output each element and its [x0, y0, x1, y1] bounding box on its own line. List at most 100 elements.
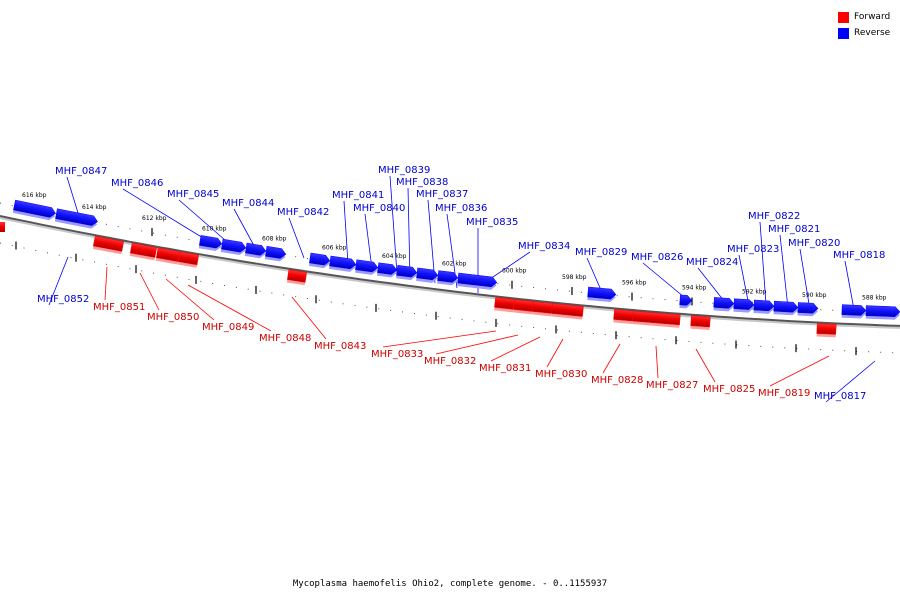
- gene-mhf-0845[interactable]: [220, 238, 247, 256]
- gene-mhf-0849[interactable]: [155, 247, 180, 265]
- gene-label[interactable]: MHF_0830: [535, 369, 587, 380]
- gene-label[interactable]: MHF_0818: [833, 250, 885, 261]
- gene-label[interactable]: MHF_0828: [591, 375, 643, 386]
- gene-mhf-0822[interactable]: [753, 299, 775, 314]
- gene-mhf-0847[interactable]: [54, 208, 99, 230]
- gene-label[interactable]: MHF_0826: [631, 252, 683, 263]
- gene-mhf-0818[interactable]: [841, 304, 867, 319]
- gene-mhf-0851[interactable]: [92, 235, 124, 255]
- gene-mhf-0837[interactable]: [396, 265, 418, 281]
- gene-mhf-0842[interactable]: [264, 245, 287, 262]
- gene-mhf-0844[interactable]: [244, 242, 267, 259]
- gene-mhf-0819[interactable]: [816, 323, 837, 338]
- gene-arrow[interactable]: [55, 208, 98, 227]
- gene-mhf-0841[interactable]: [308, 252, 331, 269]
- gene-mhf-0848[interactable]: [177, 251, 200, 268]
- gene-arrow[interactable]: [177, 251, 200, 266]
- gene-label[interactable]: MHF_0837: [416, 189, 468, 200]
- gene-label[interactable]: MHF_0840: [353, 203, 405, 214]
- gene-label[interactable]: MHF_0849: [202, 322, 254, 333]
- gene-arrow[interactable]: [377, 262, 398, 275]
- gene-label[interactable]: MHF_0821: [768, 224, 820, 235]
- gene-arrow[interactable]: [753, 299, 775, 312]
- gene-label[interactable]: MHF_0817: [814, 391, 866, 402]
- gene-arrow[interactable]: [632, 310, 681, 326]
- gene-label[interactable]: MHF_0846: [111, 178, 163, 189]
- gene-arrow[interactable]: [865, 305, 900, 317]
- gene-label[interactable]: MHF_0841: [332, 190, 384, 201]
- gene-mhf-0829[interactable]: [587, 286, 617, 303]
- gene-mhf-0840[interactable]: [328, 255, 357, 273]
- gene-label[interactable]: MHF_0819: [758, 388, 810, 399]
- gene-mhf-0824[interactable]: [713, 297, 735, 312]
- gene-mhf-0823[interactable]: [733, 298, 755, 313]
- gene-label[interactable]: MHF_0835: [466, 217, 518, 228]
- gene-arrow[interactable]: [309, 252, 331, 266]
- gene-arrow[interactable]: [329, 255, 357, 270]
- gene-mhf-0834[interactable]: [457, 272, 498, 290]
- gene-arrow[interactable]: [287, 269, 307, 283]
- gene-label[interactable]: MHF_0833: [371, 349, 423, 360]
- gene-mhf-0835[interactable]: [437, 270, 459, 286]
- gene-arrow[interactable]: [613, 309, 634, 322]
- gene-mhf-0827[interactable]: [632, 310, 681, 328]
- gene-mhf-0852[interactable]: [12, 199, 57, 221]
- gene-label[interactable]: MHF_0831: [479, 363, 531, 374]
- gene-label[interactable]: MHF_0848: [259, 333, 311, 344]
- gene-mhf-0828[interactable]: [613, 309, 634, 324]
- gene-arrow[interactable]: [156, 247, 180, 262]
- gene-label[interactable]: MHF_0834: [518, 241, 570, 252]
- gene-arrow[interactable]: [841, 304, 867, 316]
- gene-arrow[interactable]: [245, 242, 267, 256]
- gene-arrow[interactable]: [797, 302, 819, 314]
- gene-arrow[interactable]: [494, 297, 515, 310]
- gene-arrow[interactable]: [265, 245, 287, 259]
- gene-arrow[interactable]: [416, 267, 439, 281]
- gene-label[interactable]: MHF_0827: [646, 380, 698, 391]
- gene-arrow[interactable]: [355, 259, 379, 273]
- gene-arrow[interactable]: [93, 235, 124, 252]
- gene-label[interactable]: MHF_0852: [37, 294, 89, 305]
- gene-mhf-0830[interactable]: [551, 303, 584, 320]
- gene-label[interactable]: MHF_0820: [788, 238, 840, 249]
- gene-arrow[interactable]: [221, 238, 247, 253]
- gene-arrow[interactable]: [532, 301, 553, 314]
- gene-mhf-0825[interactable]: [690, 315, 711, 331]
- gene-mhf-0817[interactable]: [865, 305, 900, 320]
- gene-label[interactable]: MHF_0829: [575, 247, 627, 258]
- gene-label[interactable]: MHF_0836: [435, 203, 487, 214]
- gene-label[interactable]: MHF_0844: [222, 198, 274, 209]
- gene-mhf-0832[interactable]: [513, 299, 534, 315]
- gene-arrow[interactable]: [690, 315, 711, 328]
- gene-label[interactable]: MHF_0847: [55, 166, 107, 177]
- gene-arrow[interactable]: [587, 286, 617, 300]
- gene-label[interactable]: MHF_0823: [727, 244, 779, 255]
- gene-mhf-0821[interactable]: [773, 300, 799, 316]
- gene-label[interactable]: MHF_0851: [93, 302, 145, 313]
- gene-label[interactable]: MHF_0845: [167, 189, 219, 200]
- gene-label[interactable]: MHF_0832: [424, 356, 476, 367]
- gene-mhf-0839[interactable]: [355, 259, 379, 276]
- gene-mhf-0820[interactable]: [797, 302, 819, 317]
- gene-arrow[interactable]: [551, 303, 584, 317]
- gene-arrow[interactable]: [679, 294, 693, 306]
- gene-label[interactable]: MHF_0842: [277, 207, 329, 218]
- gene-mhf-0831[interactable]: [532, 301, 553, 317]
- gene-mhf-0838[interactable]: [377, 262, 398, 278]
- gene-arrow[interactable]: [437, 270, 459, 283]
- gene-label[interactable]: MHF_0825: [703, 384, 755, 395]
- gene-label[interactable]: MHF_0839: [378, 165, 430, 176]
- gene-label[interactable]: MHF_0843: [314, 341, 366, 352]
- gene-arrow[interactable]: [130, 242, 157, 258]
- gene-arrow[interactable]: [457, 272, 498, 288]
- gene-label[interactable]: MHF_0838: [396, 177, 448, 188]
- gene-label[interactable]: MHF_0850: [147, 312, 199, 323]
- gene-arrow[interactable]: [713, 297, 735, 309]
- gene-label[interactable]: MHF_0824: [686, 257, 738, 268]
- gene-mhf-0833[interactable]: [494, 297, 515, 313]
- gene-mhf-0826[interactable]: [679, 294, 693, 309]
- gene-arrow[interactable]: [733, 298, 755, 310]
- gene-mhf-0850[interactable]: [129, 242, 157, 261]
- gene-arrow[interactable]: [199, 235, 223, 249]
- gene-arrow[interactable]: [816, 323, 837, 335]
